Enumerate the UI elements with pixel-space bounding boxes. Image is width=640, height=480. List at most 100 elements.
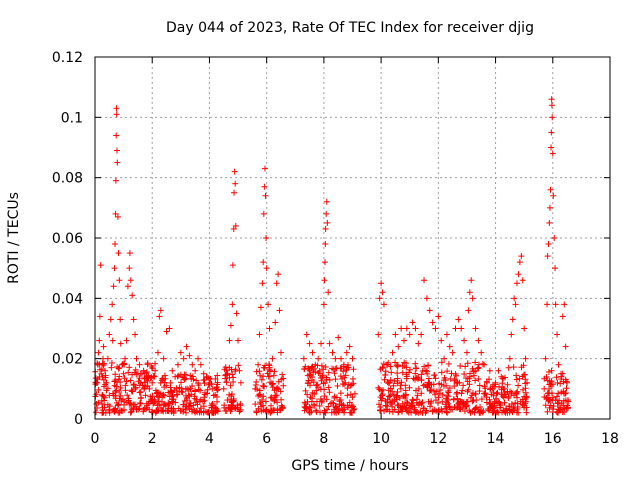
roti-band-point bbox=[106, 407, 113, 414]
roti-band-point bbox=[446, 403, 453, 410]
roti-point bbox=[401, 337, 407, 344]
roti-band-point bbox=[406, 366, 413, 373]
roti-point bbox=[237, 379, 244, 386]
roti-band-point bbox=[100, 383, 107, 390]
roti-point bbox=[375, 331, 382, 338]
roti-band-point bbox=[337, 373, 344, 380]
roti-band-point bbox=[226, 391, 233, 398]
roti-band-point bbox=[322, 379, 329, 386]
roti-band-point bbox=[471, 406, 478, 413]
roti-band-point bbox=[209, 400, 216, 407]
roti-point bbox=[263, 235, 270, 241]
roti-band-point bbox=[278, 402, 285, 409]
roti-band-point bbox=[178, 379, 185, 386]
roti-band-point bbox=[338, 365, 345, 372]
roti-point bbox=[127, 277, 134, 284]
roti-point bbox=[166, 325, 173, 332]
roti-band-point bbox=[122, 382, 129, 389]
roti-band-point bbox=[195, 382, 202, 389]
roti-band-point bbox=[137, 400, 144, 407]
roti-band-point bbox=[496, 399, 503, 406]
roti-band-point bbox=[169, 399, 176, 406]
roti-band-point bbox=[325, 384, 332, 391]
roti-band-point bbox=[332, 376, 339, 383]
roti-point bbox=[519, 277, 526, 284]
roti-band-point bbox=[326, 389, 333, 396]
roti-band-point bbox=[403, 375, 410, 382]
roti-band-point bbox=[193, 377, 200, 384]
roti-band-point bbox=[408, 409, 415, 416]
roti-point bbox=[329, 349, 336, 356]
roti-band-point bbox=[419, 399, 426, 406]
roti-band-point bbox=[415, 385, 422, 392]
roti-point bbox=[323, 198, 330, 205]
roti-point bbox=[197, 361, 204, 368]
roti-band-point bbox=[561, 405, 568, 412]
roti-band-point bbox=[193, 407, 200, 414]
x-tick-label: 10 bbox=[372, 431, 390, 447]
roti-point bbox=[549, 114, 556, 121]
roti-band-point bbox=[486, 396, 493, 403]
roti-point bbox=[120, 370, 127, 377]
roti-point bbox=[98, 370, 105, 377]
roti-band-point bbox=[404, 399, 411, 406]
roti-band-point bbox=[304, 380, 311, 387]
y-tick-label: 0.04 bbox=[52, 291, 83, 307]
roti-point bbox=[463, 349, 470, 356]
roti-point bbox=[522, 355, 529, 362]
roti-band-point bbox=[111, 382, 118, 389]
roti-band-point bbox=[101, 404, 108, 411]
roti-point bbox=[446, 343, 453, 350]
roti-band-point bbox=[320, 366, 327, 373]
roti-point bbox=[546, 204, 553, 211]
roti-point bbox=[183, 343, 190, 350]
roti-band-point bbox=[521, 393, 528, 400]
roti-point bbox=[449, 349, 456, 356]
roti-band-point bbox=[142, 392, 149, 399]
roti-band-point bbox=[189, 382, 196, 389]
roti-point bbox=[550, 192, 557, 199]
roti-band-point bbox=[144, 402, 151, 409]
roti-band-point bbox=[151, 396, 158, 403]
roti-point bbox=[325, 289, 332, 296]
roti-band-point bbox=[412, 360, 419, 367]
roti-point bbox=[300, 355, 307, 362]
roti-band-point bbox=[336, 398, 343, 405]
roti-point bbox=[564, 379, 571, 386]
roti-band-point bbox=[412, 376, 419, 383]
roti-band-point bbox=[189, 373, 196, 380]
roti-band-point bbox=[472, 377, 479, 384]
roti-point bbox=[232, 222, 239, 229]
roti-band-point bbox=[445, 388, 452, 395]
roti-band-point bbox=[435, 394, 442, 401]
roti-point bbox=[376, 295, 383, 302]
roti-band-point bbox=[459, 387, 466, 394]
roti-point bbox=[103, 379, 110, 386]
roti-band-point bbox=[433, 388, 440, 395]
roti-band-point bbox=[472, 405, 479, 412]
roti-point bbox=[229, 301, 236, 308]
x-tick-label: 14 bbox=[487, 431, 505, 447]
x-tick-label: 6 bbox=[262, 431, 271, 447]
roti-band-point bbox=[498, 386, 505, 393]
roti-point bbox=[229, 262, 236, 269]
roti-point bbox=[324, 219, 331, 226]
roti-band-point bbox=[258, 376, 265, 383]
roti-band-point bbox=[557, 380, 564, 387]
roti-point bbox=[512, 301, 519, 308]
roti-band-point bbox=[270, 407, 277, 414]
roti-band-point bbox=[112, 388, 119, 395]
roti-band-point bbox=[348, 402, 355, 409]
roti-band-point bbox=[475, 361, 482, 368]
roti-band-point bbox=[223, 379, 230, 386]
roti-point bbox=[309, 349, 316, 356]
roti-point bbox=[469, 295, 476, 302]
roti-point bbox=[468, 277, 475, 284]
roti-band-point bbox=[544, 408, 551, 415]
roti-band-point bbox=[453, 372, 460, 379]
roti-point bbox=[137, 379, 144, 386]
roti-band-point bbox=[484, 406, 491, 413]
roti-band-point bbox=[553, 393, 560, 400]
roti-band-point bbox=[275, 386, 282, 393]
roti-band-point bbox=[208, 402, 215, 409]
